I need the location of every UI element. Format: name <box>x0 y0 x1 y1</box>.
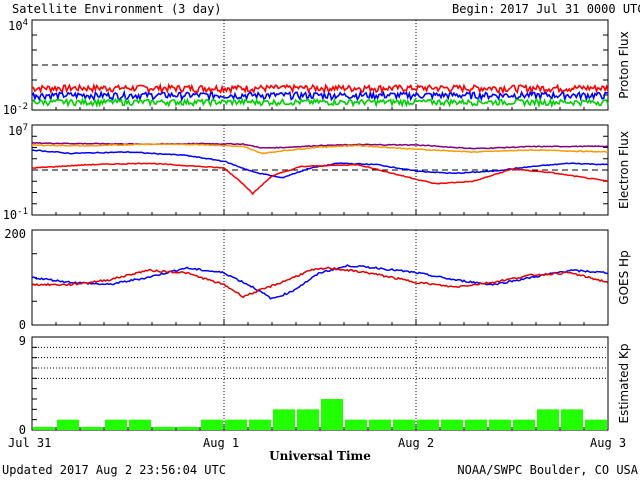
kp-bar <box>129 419 151 430</box>
kp-bar <box>57 419 79 430</box>
series-line-proton-0 <box>31 82 609 96</box>
panel-frame-kp <box>31 336 609 431</box>
y-tick-label-top-kp: 9 <box>19 334 26 348</box>
x-tick-label-3: Aug 3 <box>590 436 626 450</box>
kp-bar <box>561 409 583 430</box>
chart-title: Satellite Environment (3 day) <box>12 2 222 16</box>
kp-bar <box>393 419 415 430</box>
series-line-electron-1 <box>31 143 609 155</box>
kp-bar <box>417 419 439 430</box>
x-tick-label-1: Aug 1 <box>203 436 239 450</box>
kp-bar <box>321 399 343 430</box>
x-tick-label-2: Aug 2 <box>398 436 434 450</box>
series-line-electron-0 <box>31 141 609 150</box>
kp-bar <box>81 426 103 430</box>
panels: 104 10-2 Proton Flux 107 10-1 Electron Flux 20… <box>3 18 631 437</box>
kp-bar <box>249 419 271 430</box>
y-tick-label-top-proton: 104 <box>8 18 28 33</box>
kp-bar <box>153 426 175 430</box>
kp-bar <box>345 419 367 430</box>
kp-bar <box>297 409 319 430</box>
x-axis-title: Universal Time <box>269 449 371 463</box>
kp-bar <box>177 426 199 430</box>
kp-bar <box>465 419 487 430</box>
y-axis-title-electron: Electron Flux <box>617 131 631 209</box>
y-tick-label-bottom-kp: 0 <box>19 423 26 437</box>
kp-bar <box>33 426 55 430</box>
updated-text: Updated 2017 Aug 2 23:56:04 UTC <box>2 463 226 477</box>
kp-bar <box>201 419 223 430</box>
kp-bar <box>369 419 391 430</box>
kp-bar <box>105 419 127 430</box>
y-tick-label-bottom-electron: 10-1 <box>3 207 28 222</box>
series-line-electron-3 <box>31 162 609 196</box>
kp-bar <box>585 419 607 430</box>
y-tick-label-top-hp: 200 <box>4 227 26 241</box>
y-axis-title-proton: Proton Flux <box>617 31 631 98</box>
begin-label: Begin: <box>452 2 495 16</box>
credit-text: NOAA/SWPC Boulder, CO USA <box>457 463 638 477</box>
series-line-hp-1 <box>31 266 609 299</box>
kp-bar <box>225 419 247 430</box>
series-line-proton-2 <box>31 97 609 109</box>
y-tick-label-bottom-proton: 10-2 <box>3 102 28 117</box>
series-line-proton-1 <box>31 89 609 103</box>
kp-bar <box>489 419 511 430</box>
y-tick-label-top-electron: 107 <box>8 123 28 138</box>
begin-value: 2017 Jul 31 0000 UTC <box>500 2 640 16</box>
y-tick-label-bottom-hp: 0 <box>19 318 26 332</box>
kp-bar <box>273 409 295 430</box>
y-axis-title-hp: GOES Hp <box>617 250 631 304</box>
x-tick-label-0: Jul 31 <box>8 436 51 450</box>
kp-bar <box>441 419 463 430</box>
kp-bar <box>513 419 535 430</box>
series-line-hp-0 <box>31 264 609 300</box>
kp-bar <box>537 409 559 430</box>
y-axis-title-kp: Estimated Kp <box>617 344 631 424</box>
